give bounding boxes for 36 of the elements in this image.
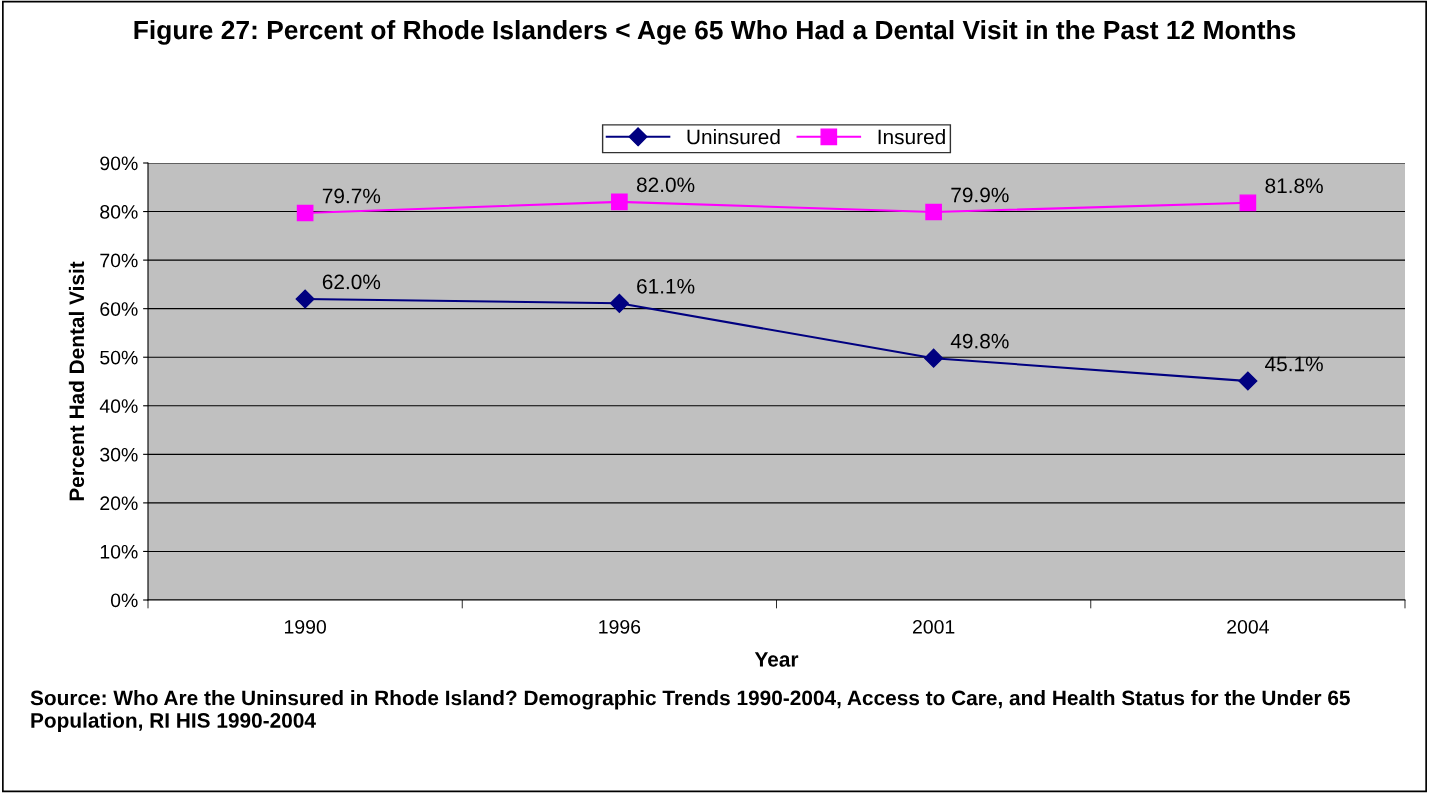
point (609, 293, 629, 313)
point (611, 193, 628, 211)
point (925, 203, 942, 221)
data-label: 49.8% (950, 333, 1009, 349)
point (1238, 371, 1258, 391)
x-axis-title: Year (754, 652, 799, 667)
point (924, 348, 944, 368)
y-tick-label: 0% (110, 593, 138, 608)
data-label: 61.1% (637, 278, 695, 294)
data-label: 79.7% (322, 188, 381, 204)
data-label: 82.0% (636, 177, 695, 193)
x-tick-label: 2001 (912, 619, 955, 634)
point (296, 204, 314, 222)
x-tick-label: 1990 (284, 619, 326, 634)
legend-label: Insured (878, 129, 945, 145)
y-axis-title: Percent Had Dental Visit (68, 261, 85, 501)
y-tick-label: 40% (99, 399, 138, 414)
y-tick-label: 50% (100, 350, 138, 365)
y-tick-label: 60% (100, 302, 138, 316)
x-tick-label: 1996 (599, 619, 641, 634)
y-tick-label: 70% (100, 253, 138, 268)
chart-title: Figure 27: Percent of Rhode Islanders < Age 65 Who Had a Dental Visit in the Past 12 Months (134, 20, 1296, 45)
source-note: Source: Who Are the Uninsured in Rhode Island? Demographic Trends 1990-2004, Access to Care, and Health Status for the Under 65 Population, RI HIS 1990-2004 (30, 690, 1350, 732)
y-tick-label: 80% (100, 205, 138, 219)
y-tick-label: 20% (100, 496, 138, 511)
point (1239, 194, 1257, 212)
data-label: 79.9% (951, 187, 1009, 203)
x-tick-label: 2004 (1227, 619, 1269, 634)
y-tick-label: 90% (100, 156, 138, 171)
data-label: 45.1% (1265, 356, 1323, 372)
data-label: 81.8% (1265, 178, 1323, 194)
y-tick-label: 10% (100, 544, 138, 559)
data-label: 62.0% (322, 274, 381, 290)
legend-label: Uninsured (687, 129, 780, 145)
y-tick-label: 30% (100, 447, 138, 462)
point (295, 289, 315, 309)
